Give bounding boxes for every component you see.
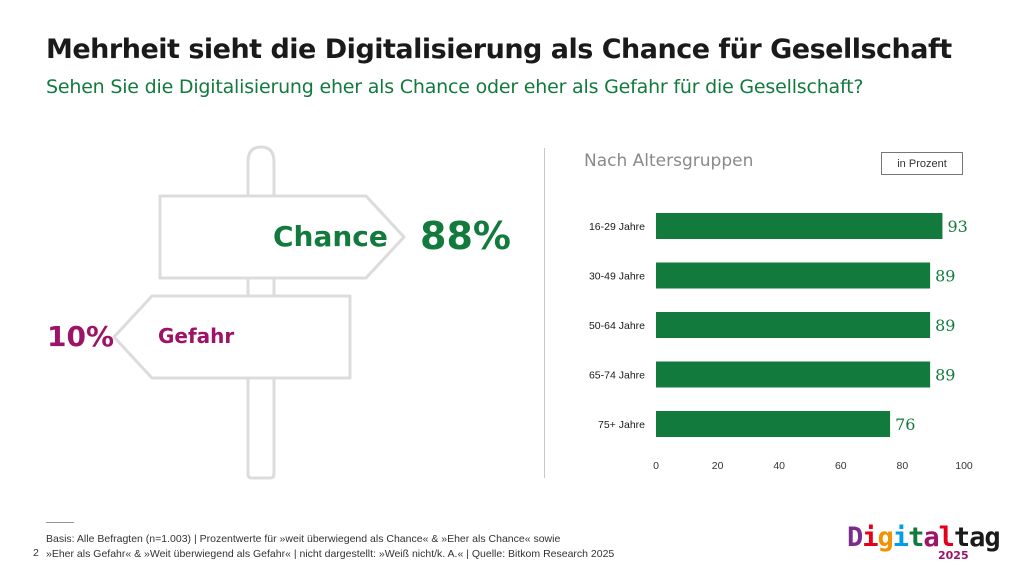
- unit-label: in Prozent: [881, 152, 963, 175]
- x-tick-label: 20: [712, 460, 724, 472]
- data-label: 76: [895, 415, 915, 434]
- bar: [656, 262, 931, 289]
- logo-letter: t: [908, 522, 924, 553]
- vertical-divider: [544, 148, 545, 478]
- footnote-rule: [46, 522, 74, 523]
- data-label: 93: [947, 217, 967, 236]
- sign-chance-board: [158, 194, 406, 280]
- x-tick-label: 60: [835, 460, 847, 472]
- logo-letter: D: [847, 522, 863, 553]
- bar: [656, 411, 891, 437]
- bar: [656, 213, 943, 239]
- page-number: 2: [33, 547, 39, 559]
- x-tick-label: 100: [955, 460, 973, 472]
- page-title: Mehrheit sieht die Digitalisierung als C…: [46, 34, 952, 65]
- bar: [656, 312, 931, 338]
- category-label: 16-29 Jahre: [589, 221, 645, 233]
- category-label: 65-74 Jahre: [589, 370, 645, 382]
- page-subtitle: Sehen Sie die Digitalisierung eher als C…: [46, 76, 864, 98]
- logo-letter: i: [892, 522, 909, 553]
- logo-letter: a: [923, 522, 939, 553]
- sign-gefahr-board: [112, 294, 352, 380]
- digitaltag-logo: Digitaltag: [847, 522, 1001, 553]
- data-label: 89: [935, 366, 955, 385]
- logo-letter: g: [984, 522, 1000, 553]
- chart-subtitle: Nach Altersgruppen: [584, 151, 754, 171]
- x-tick-label: 80: [897, 460, 909, 472]
- footnote-line-1: Basis: Alle Befragten (n=1.003) | Prozen…: [46, 533, 561, 545]
- x-tick-label: 40: [773, 460, 785, 472]
- logo-letter: t: [953, 522, 970, 553]
- logo-letter: i: [862, 522, 878, 553]
- logo-year: 2025: [938, 549, 969, 562]
- gefahr-label: Gefahr: [158, 324, 235, 348]
- bar: [656, 361, 931, 388]
- signpost-graphic: [112, 145, 406, 480]
- footnote-line-2: »Eher als Gefahr« & »Weit überwiegend al…: [46, 548, 615, 560]
- data-label: 89: [935, 316, 955, 335]
- x-tick-label: 0: [653, 460, 659, 472]
- logo-letter: l: [938, 522, 955, 553]
- category-label: 50-64 Jahre: [589, 320, 645, 332]
- category-label: 75+ Jahre: [598, 419, 645, 431]
- category-label: 30-49 Jahre: [589, 271, 645, 283]
- logo-letter: a: [969, 522, 985, 553]
- logo-letter: g: [877, 522, 894, 553]
- footnote: Basis: Alle Befragten (n=1.003) | Prozen…: [46, 532, 614, 562]
- gefahr-value: 10%: [47, 320, 115, 353]
- chance-value: 88%: [420, 214, 511, 258]
- data-label: 89: [935, 267, 955, 286]
- chance-label: Chance: [273, 220, 388, 253]
